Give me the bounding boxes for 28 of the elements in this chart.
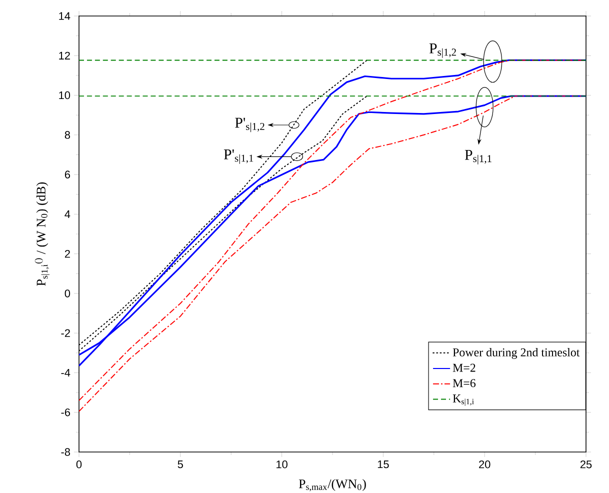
x-tick-label: 0: [76, 460, 82, 468]
y-tick-label: 8: [64, 131, 70, 139]
y-axis-title: P$_{s|1,i}$$^{()}$ / (W N$_{0}$) (dB): [34, 182, 50, 286]
y-tick-label: 2: [64, 250, 70, 258]
x-tick-label: 25: [580, 460, 592, 468]
x-axis-title: P$_{s,max}$/(WN$_{0}$): [298, 479, 366, 492]
x-tick-label: 15: [378, 460, 389, 468]
annotation: P$_{s|1,1}$: [464, 150, 492, 164]
y-tick-label: -6: [61, 408, 70, 416]
x-tick-label: 10: [276, 460, 288, 468]
y-tick-label: -2: [61, 329, 70, 337]
y-tick-label: 4: [64, 210, 70, 218]
legend-label: M=2: [452, 364, 476, 372]
legend-label: M=6: [452, 379, 476, 388]
x-tick-label: 20: [479, 460, 490, 468]
annotation: P'$_{s|1,2}$: [235, 118, 264, 132]
y-tick-label: 10: [59, 91, 70, 100]
y-tick-label: 6: [64, 170, 70, 178]
y-tick-label: 14: [59, 12, 70, 20]
legend-label: K$_{s|1,i}$: [452, 394, 474, 406]
annotation: P$_{s|1,2}$: [429, 44, 456, 58]
y-tick-label: -8: [61, 448, 70, 456]
annotation: P'$_{s|1,1}$: [224, 150, 254, 164]
y-tick-label: 12: [59, 52, 70, 60]
legend-label: Power during 2nd timeslot: [452, 348, 580, 359]
y-tick-label: -4: [61, 368, 70, 376]
x-tick-label: 5: [178, 460, 183, 468]
y-tick-label: 0: [64, 290, 70, 298]
